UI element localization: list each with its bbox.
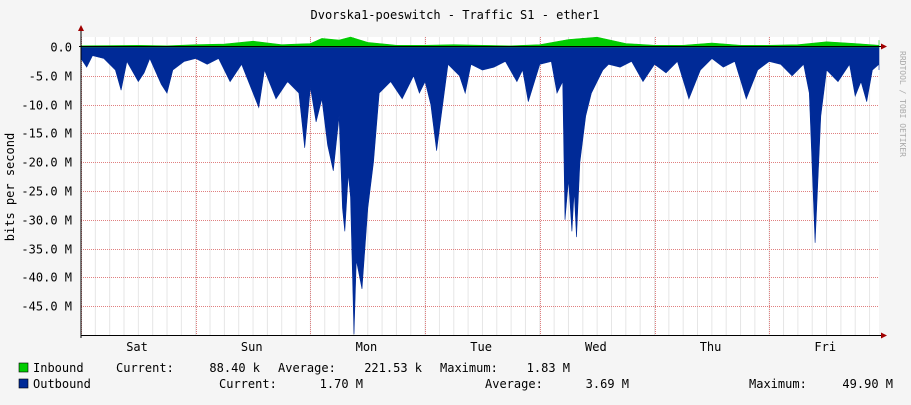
inbound-maximum-value: 1.83 M [527,361,570,375]
inbound-average-value: 221.53 k [364,361,423,375]
inbound-legend-name: Inbound [33,361,84,375]
y-tick-label: -25.0 M [21,185,72,199]
y-axis-arrow-icon [78,25,84,31]
inbound-current-value: 88.40 k [209,361,260,375]
y-tick-label: 0.0 [50,41,72,55]
inbound-average-label: Average: [278,361,336,375]
x-axis-arrow-icon [881,43,887,50]
outbound-maximum-label: Maximum: [749,377,807,391]
y-tick-label: -5.0 M [29,70,72,84]
outbound-average-label: Average: [485,377,543,391]
outbound-maximum-value: 49.90 M [842,377,893,391]
plot-area: 0.0 -5.0 M -10.0 M -15.0 M -20.0 M -25.0 M -30… [21,25,887,354]
chart-title: Dvorska1-poeswitch - Traffic S1 - ether1 [311,8,600,22]
x-tick-label: Fri [814,340,836,354]
inbound-maximum-label: Maximum: [440,361,498,375]
x-tick-label: Sat [126,340,148,354]
y-tick-label: -30.0 M [21,214,72,228]
outbound-current-value: 1.70 M [320,377,363,391]
y-tick-label: -40.0 M [21,271,72,285]
x-tick-label: Thu [700,340,722,354]
outbound-average-value: 3.69 M [586,377,629,391]
plot-canvas [81,37,879,336]
x-tick-label: Wed [585,340,607,354]
outbound-area [80,46,880,335]
inbound-current-label: Current: [116,361,174,375]
y-axis-label: bits per second [3,133,17,241]
y-tick-label: -45.0 M [21,300,72,314]
y-tick-label: -15.0 M [21,127,72,141]
y-tick-label: -20.0 M [21,156,72,170]
x-tick-label: Tue [470,340,492,354]
x-tick-label: Mon [356,340,378,354]
y-tick-label: -35.0 M [21,243,72,257]
outbound-current-label: Current: [219,377,277,391]
outbound-legend-name: Outbound [33,377,91,391]
legend: Inbound Current: 88.40 k Average: 221.53 k Ma… [18,361,893,391]
inbound-swatch [18,362,29,373]
x-axis-bottom-arrow-icon [881,332,887,339]
rrdtool-watermark: RRDTOOL / TOBI OETIKER [898,51,907,157]
outbound-swatch [18,378,29,389]
y-tick-label: -10.0 M [21,99,72,113]
x-tick-label: Sun [241,340,263,354]
